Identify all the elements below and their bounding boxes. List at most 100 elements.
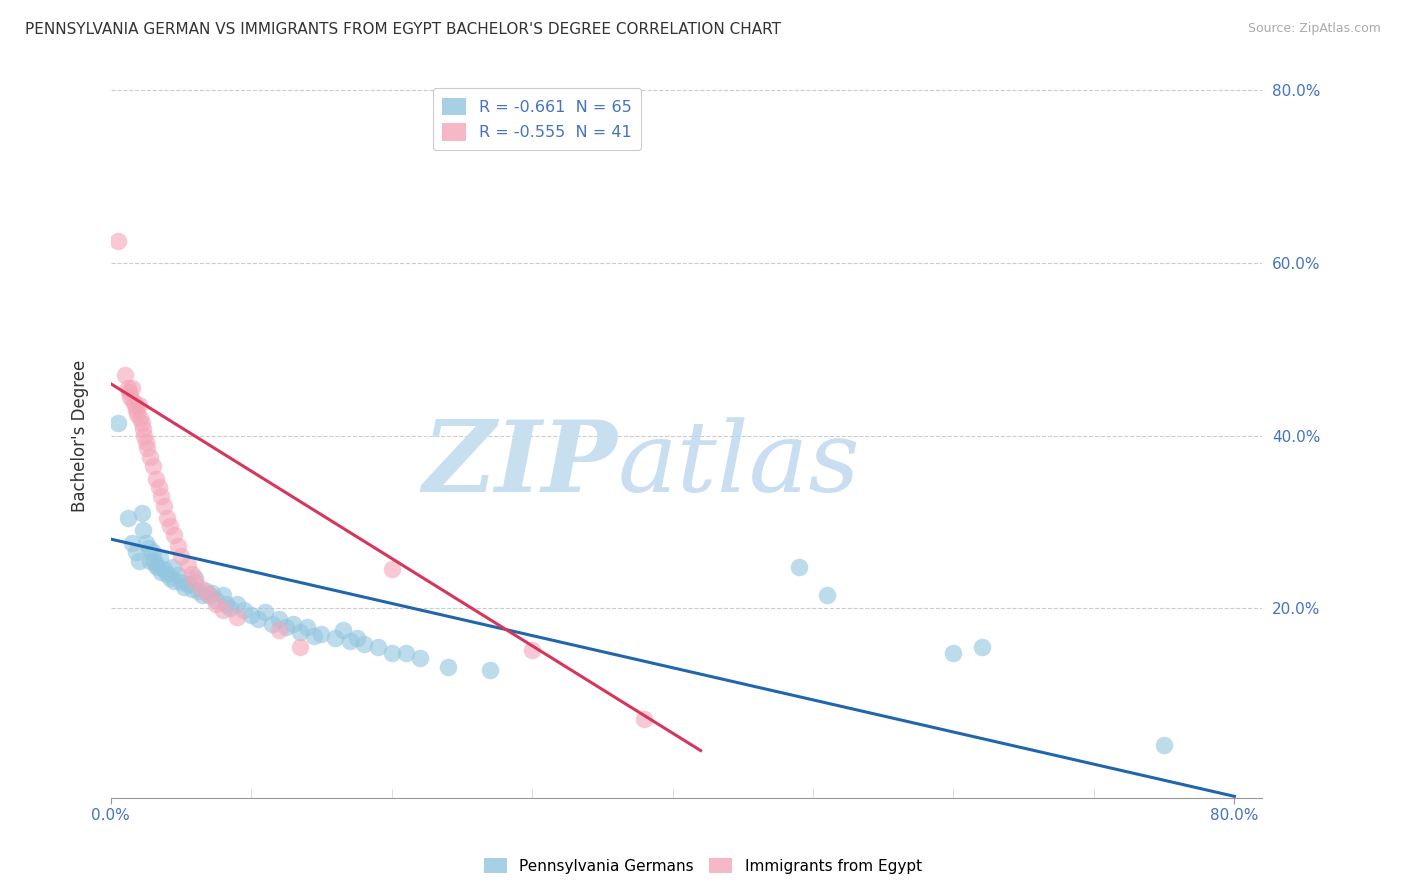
Point	[135, 435, 157, 450]
Point	[131, 416, 153, 430]
Point	[136, 442, 159, 456]
Point	[132, 524, 155, 538]
Point	[205, 592, 228, 607]
Point	[970, 640, 993, 654]
Point	[339, 634, 361, 648]
Point	[138, 541, 160, 555]
Point	[167, 539, 190, 553]
Point	[170, 575, 193, 590]
Point	[226, 597, 249, 611]
Text: Source: ZipAtlas.com: Source: ZipAtlas.com	[1247, 22, 1381, 36]
Point	[195, 583, 218, 598]
Point	[142, 545, 165, 559]
Point	[121, 381, 143, 395]
Legend: R = -0.661  N = 65, R = -0.555  N = 41: R = -0.661 N = 65, R = -0.555 N = 41	[433, 88, 641, 150]
Point	[381, 562, 404, 576]
Point	[191, 582, 214, 597]
Point	[212, 588, 235, 602]
Point	[381, 646, 404, 660]
Point	[219, 601, 242, 615]
Point	[191, 588, 214, 602]
Point	[201, 585, 224, 599]
Point	[131, 506, 153, 520]
Point	[262, 616, 284, 631]
Point	[129, 411, 152, 425]
Point	[145, 558, 167, 572]
Point	[187, 583, 209, 598]
Point	[212, 603, 235, 617]
Point	[205, 597, 228, 611]
Point	[181, 566, 204, 581]
Point	[177, 577, 200, 591]
Point	[124, 398, 146, 412]
Point	[128, 398, 150, 412]
Point	[163, 574, 186, 588]
Point	[156, 510, 179, 524]
Point	[520, 642, 543, 657]
Point	[181, 582, 204, 597]
Point	[132, 422, 155, 436]
Point	[815, 588, 838, 602]
Point	[633, 712, 655, 726]
Point	[170, 549, 193, 564]
Point	[1153, 738, 1175, 752]
Point	[290, 640, 312, 654]
Point	[304, 629, 326, 643]
Point	[128, 554, 150, 568]
Point	[184, 574, 207, 588]
Point	[125, 545, 148, 559]
Y-axis label: Bachelor's Degree: Bachelor's Degree	[72, 359, 89, 512]
Point	[149, 551, 172, 566]
Point	[198, 588, 221, 602]
Point	[325, 632, 347, 646]
Point	[107, 235, 129, 249]
Point	[134, 428, 156, 442]
Point	[226, 609, 249, 624]
Point	[118, 385, 141, 400]
Point	[184, 571, 207, 585]
Point	[139, 554, 162, 568]
Point	[942, 646, 965, 660]
Point	[173, 580, 195, 594]
Point	[247, 611, 270, 625]
Point	[233, 603, 256, 617]
Point	[215, 597, 238, 611]
Point	[156, 566, 179, 581]
Point	[283, 616, 305, 631]
Point	[159, 519, 181, 533]
Point	[122, 394, 145, 409]
Point	[150, 489, 173, 503]
Point	[148, 480, 170, 494]
Point	[125, 402, 148, 417]
Point	[107, 416, 129, 430]
Point	[114, 368, 136, 383]
Point	[478, 663, 501, 677]
Point	[240, 608, 263, 623]
Point	[162, 559, 184, 574]
Point	[121, 536, 143, 550]
Point	[346, 632, 368, 646]
Point	[117, 510, 139, 524]
Point	[353, 637, 375, 651]
Point	[142, 458, 165, 473]
Point	[117, 381, 139, 395]
Text: ZIP: ZIP	[423, 417, 617, 513]
Point	[409, 651, 432, 665]
Point	[787, 559, 810, 574]
Point	[311, 627, 333, 641]
Point	[145, 472, 167, 486]
Text: PENNSYLVANIA GERMAN VS IMMIGRANTS FROM EGYPT BACHELOR'S DEGREE CORRELATION CHART: PENNSYLVANIA GERMAN VS IMMIGRANTS FROM E…	[25, 22, 782, 37]
Point	[146, 559, 169, 574]
Point	[139, 450, 162, 464]
Point	[290, 625, 312, 640]
Point	[177, 558, 200, 572]
Point	[269, 611, 291, 625]
Point	[153, 562, 176, 576]
Point	[143, 554, 166, 568]
Point	[167, 568, 190, 582]
Text: atlas: atlas	[617, 417, 860, 512]
Point	[120, 390, 142, 404]
Point	[163, 528, 186, 542]
Point	[159, 571, 181, 585]
Point	[150, 565, 173, 579]
